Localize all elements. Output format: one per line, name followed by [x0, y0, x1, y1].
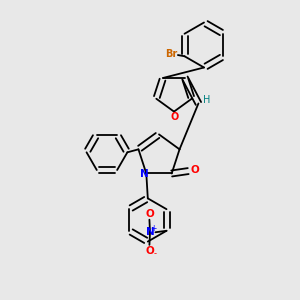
- Text: Br: Br: [165, 49, 177, 59]
- Text: O: O: [145, 209, 154, 219]
- Text: O: O: [190, 166, 199, 176]
- Text: +: +: [150, 224, 157, 233]
- Text: O: O: [145, 247, 154, 256]
- Text: N: N: [140, 169, 149, 179]
- Text: O: O: [170, 112, 179, 122]
- Text: N: N: [146, 227, 154, 237]
- Text: -: -: [153, 249, 156, 258]
- Text: H: H: [203, 95, 211, 106]
